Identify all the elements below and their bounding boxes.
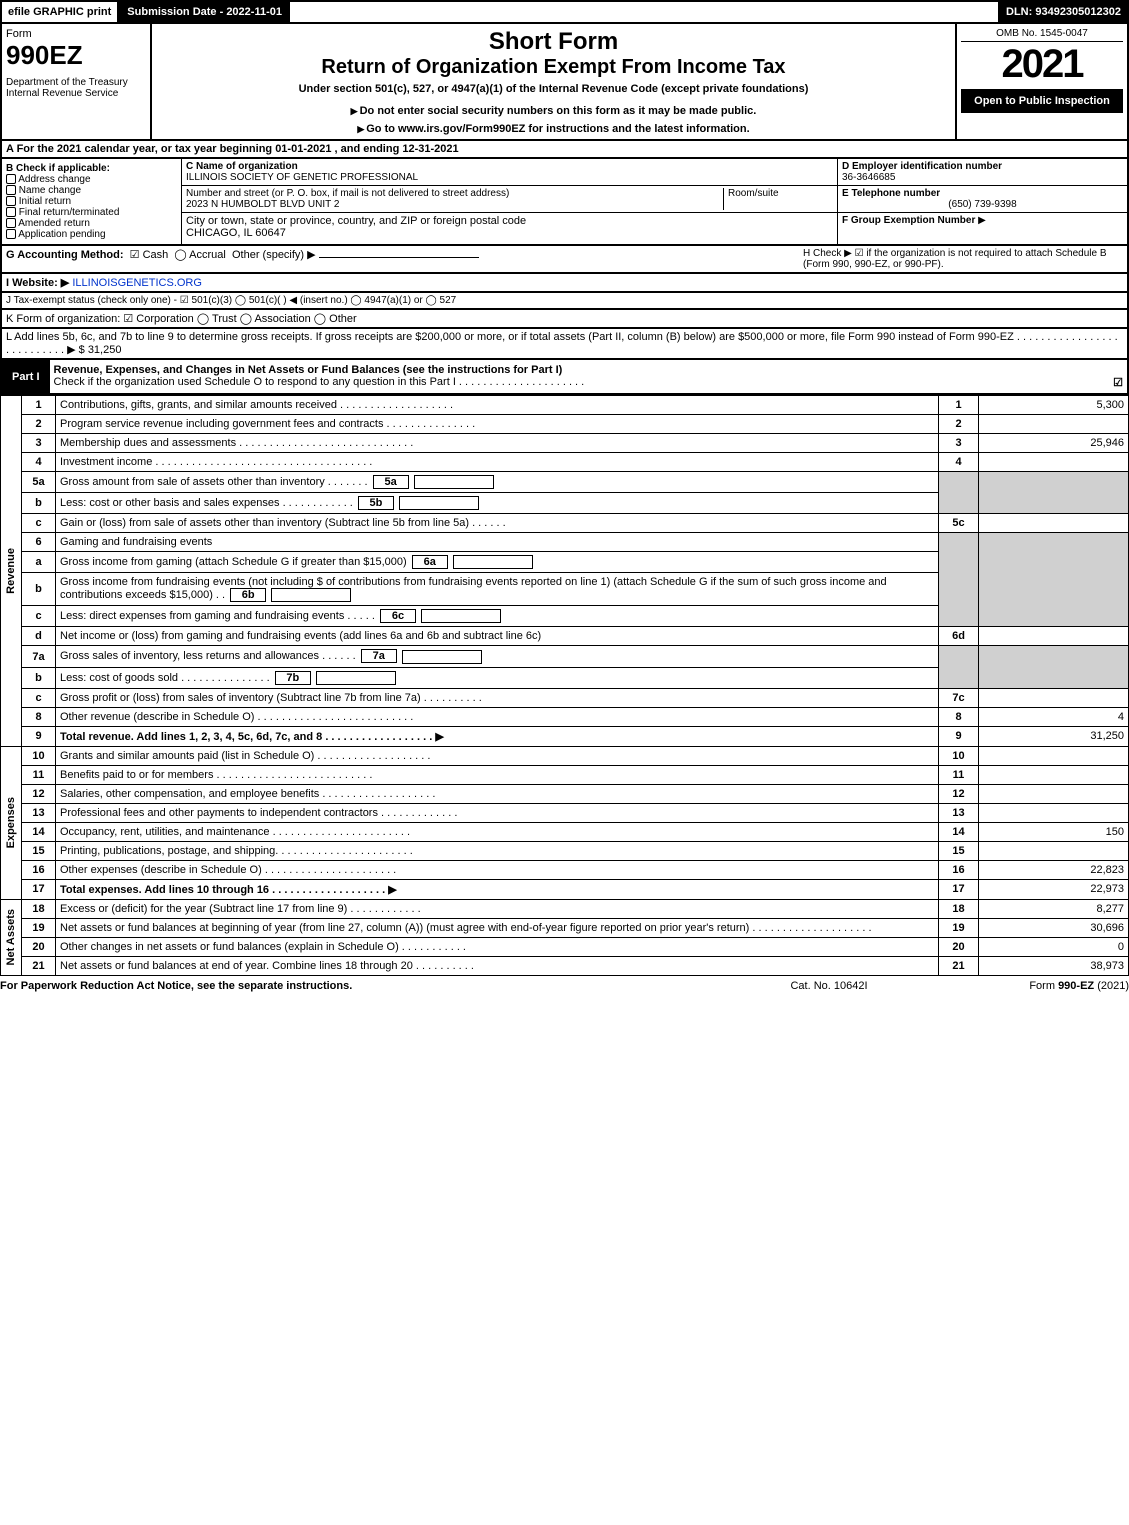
ein-value: 36-3646685 bbox=[842, 172, 1123, 183]
row-10: Expenses 10Grants and similar amounts pa… bbox=[1, 746, 1129, 765]
row-5a: 5aGross amount from sale of assets other… bbox=[1, 472, 1129, 493]
part1-check[interactable]: ☑ bbox=[1113, 376, 1123, 389]
street-value: 2023 N HUMBOLDT BLVD UNIT 2 bbox=[186, 199, 339, 210]
tel-label: E Telephone number bbox=[842, 188, 1123, 199]
row-g-h: G Accounting Method: ☑ Cash ◯ Accrual Ot… bbox=[0, 246, 1129, 274]
chk-name-change[interactable]: Name change bbox=[6, 185, 177, 196]
col-b: B Check if applicable: Address change Na… bbox=[2, 159, 182, 244]
ssn-warning: Do not enter social security numbers on … bbox=[156, 105, 951, 117]
form-header: Form 990EZ Department of the Treasury In… bbox=[0, 24, 1129, 141]
chk-address-change[interactable]: Address change bbox=[6, 174, 177, 185]
row-13: 13Professional fees and other payments t… bbox=[1, 803, 1129, 822]
goto-link[interactable]: Go to www.irs.gov/Form990EZ for instruct… bbox=[156, 123, 951, 135]
row-9: 9Total revenue. Add lines 1, 2, 3, 4, 5c… bbox=[1, 726, 1129, 746]
row-18: Net Assets 18Excess or (deficit) for the… bbox=[1, 899, 1129, 918]
tel-value: (650) 739-9398 bbox=[842, 199, 1123, 210]
row-2: 2Program service revenue including gover… bbox=[1, 415, 1129, 434]
line-j: J Tax-exempt status (check only one) - ☑… bbox=[0, 293, 1129, 310]
open-to-public: Open to Public Inspection bbox=[961, 89, 1123, 113]
line-l: L Add lines 5b, 6c, and 7b to line 9 to … bbox=[0, 329, 1129, 360]
row-21: 21Net assets or fund balances at end of … bbox=[1, 956, 1129, 975]
header-right: OMB No. 1545-0047 2021 Open to Public In… bbox=[957, 24, 1127, 139]
city-value: CHICAGO, IL 60647 bbox=[186, 227, 833, 239]
row-6d: dNet income or (loss) from gaming and fu… bbox=[1, 627, 1129, 646]
row-7a: 7aGross sales of inventory, less returns… bbox=[1, 646, 1129, 667]
form-number: 990EZ bbox=[6, 40, 146, 71]
row-3: 3Membership dues and assessments . . . .… bbox=[1, 434, 1129, 453]
row-19: 19Net assets or fund balances at beginni… bbox=[1, 918, 1129, 937]
chk-amended-return[interactable]: Amended return bbox=[6, 218, 177, 229]
row-20: 20Other changes in net assets or fund ba… bbox=[1, 937, 1129, 956]
row-16: 16Other expenses (describe in Schedule O… bbox=[1, 860, 1129, 879]
row-1: Revenue 1Contributions, gifts, grants, a… bbox=[1, 396, 1129, 415]
row-15: 15Printing, publications, postage, and s… bbox=[1, 841, 1129, 860]
row-12: 12Salaries, other compensation, and empl… bbox=[1, 784, 1129, 803]
chk-cash[interactable]: ☑ Cash bbox=[130, 249, 169, 261]
col-d: D Employer identification number 36-3646… bbox=[837, 159, 1127, 244]
dln: DLN: 93492305012302 bbox=[998, 0, 1129, 24]
dept-treasury: Department of the Treasury Internal Reve… bbox=[6, 77, 146, 99]
b-label: B Check if applicable: bbox=[6, 163, 177, 174]
short-form-title: Short Form bbox=[156, 28, 951, 56]
row-5c: cGain or (loss) from sale of assets othe… bbox=[1, 514, 1129, 533]
tax-year: 2021 bbox=[961, 42, 1123, 87]
topbar-spacer bbox=[290, 0, 998, 24]
row-6: 6Gaming and fundraising events bbox=[1, 533, 1129, 552]
chk-application-pending[interactable]: Application pending bbox=[6, 229, 177, 240]
part1-header: Part I Revenue, Expenses, and Changes in… bbox=[0, 360, 1129, 395]
org-info-block: B Check if applicable: Address change Na… bbox=[0, 159, 1129, 246]
street-label: Number and street (or P. O. box, if mail… bbox=[186, 188, 509, 199]
website-link[interactable]: ILLINOISGENETICS.ORG bbox=[72, 277, 202, 289]
group-exemption: F Group Exemption Number ▶ bbox=[838, 213, 1127, 228]
lines-table: Revenue 1Contributions, gifts, grants, a… bbox=[0, 395, 1129, 976]
paperwork-notice: For Paperwork Reduction Act Notice, see … bbox=[0, 980, 729, 992]
expenses-label: Expenses bbox=[5, 797, 17, 848]
revenue-label: Revenue bbox=[5, 548, 17, 594]
org-name-cell: C Name of organization ILLINOIS SOCIETY … bbox=[182, 159, 837, 186]
chk-initial-return[interactable]: Initial return bbox=[6, 196, 177, 207]
cat-no: Cat. No. 10642I bbox=[729, 980, 929, 992]
submission-date: Submission Date - 2022-11-01 bbox=[119, 0, 290, 24]
ein-label: D Employer identification number bbox=[842, 161, 1123, 172]
col-c: C Name of organization ILLINOIS SOCIETY … bbox=[182, 159, 837, 244]
line-a: A For the 2021 calendar year, or tax yea… bbox=[0, 141, 1129, 159]
row-7c: cGross profit or (loss) from sales of in… bbox=[1, 688, 1129, 707]
page-footer: For Paperwork Reduction Act Notice, see … bbox=[0, 976, 1129, 996]
grp-label: F Group Exemption Number bbox=[842, 215, 975, 226]
row-11: 11Benefits paid to or for members . . . … bbox=[1, 765, 1129, 784]
c-name-label: C Name of organization bbox=[186, 161, 833, 172]
subtitle: Under section 501(c), 527, or 4947(a)(1)… bbox=[156, 83, 951, 95]
return-title: Return of Organization Exempt From Incom… bbox=[156, 56, 951, 79]
header-center: Short Form Return of Organization Exempt… bbox=[152, 24, 957, 139]
efile-print-button[interactable]: efile GRAPHIC print bbox=[0, 0, 119, 24]
chk-final-return[interactable]: Final return/terminated bbox=[6, 207, 177, 218]
row-17: 17Total expenses. Add lines 10 through 1… bbox=[1, 879, 1129, 899]
line-g: G Accounting Method: ☑ Cash ◯ Accrual Ot… bbox=[6, 248, 803, 270]
header-left: Form 990EZ Department of the Treasury In… bbox=[2, 24, 152, 139]
street-cell: Number and street (or P. O. box, if mail… bbox=[182, 186, 837, 213]
top-bar: efile GRAPHIC print Submission Date - 20… bbox=[0, 0, 1129, 24]
city-label: City or town, state or province, country… bbox=[186, 215, 833, 227]
line-i: I Website: ▶ ILLINOISGENETICS.ORG bbox=[0, 274, 1129, 293]
chk-accrual[interactable]: ◯ Accrual bbox=[174, 249, 225, 261]
room-suite: Room/suite bbox=[723, 188, 833, 210]
form-ref: Form 990-EZ (2021) bbox=[929, 980, 1129, 992]
form-word: Form bbox=[6, 28, 146, 40]
line-k: K Form of organization: ☑ Corporation ◯ … bbox=[0, 310, 1129, 329]
org-name: ILLINOIS SOCIETY OF GENETIC PROFESSIONAL bbox=[186, 172, 833, 183]
g-other[interactable]: Other (specify) ▶ bbox=[232, 249, 316, 261]
row-4: 4Investment income . . . . . . . . . . .… bbox=[1, 453, 1129, 472]
row-14: 14Occupancy, rent, utilities, and mainte… bbox=[1, 822, 1129, 841]
part1-title: Revenue, Expenses, and Changes in Net As… bbox=[50, 360, 1127, 393]
tel-cell: E Telephone number (650) 739-9398 bbox=[838, 186, 1127, 213]
line-h: H Check ▶ ☑ if the organization is not r… bbox=[803, 248, 1123, 270]
grp-arrow: ▶ bbox=[978, 215, 986, 226]
ein-cell: D Employer identification number 36-3646… bbox=[838, 159, 1127, 186]
omb-no: OMB No. 1545-0047 bbox=[961, 28, 1123, 42]
netassets-label: Net Assets bbox=[5, 909, 17, 965]
city-cell: City or town, state or province, country… bbox=[182, 213, 837, 241]
row-8: 8Other revenue (describe in Schedule O) … bbox=[1, 707, 1129, 726]
part1-label: Part I bbox=[2, 360, 50, 393]
